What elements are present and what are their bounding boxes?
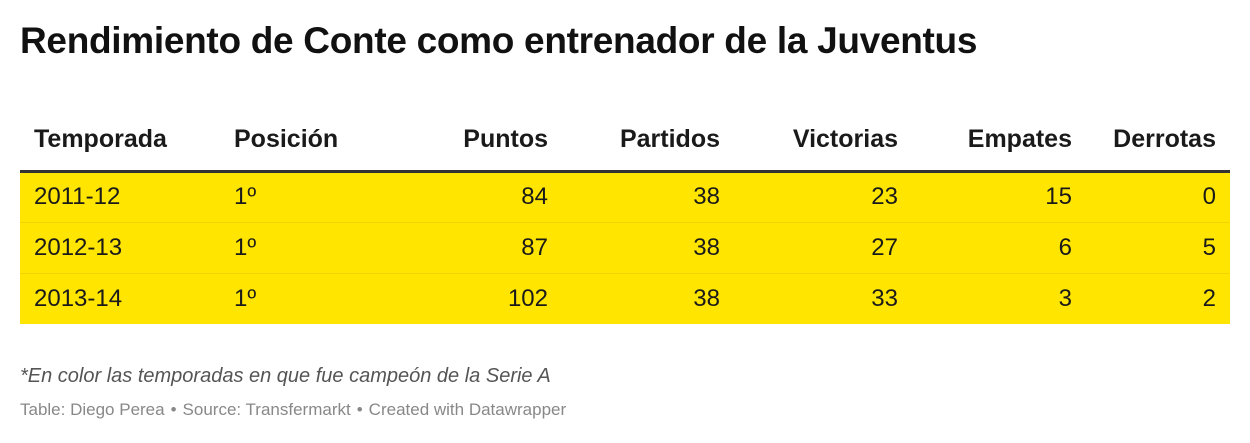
- header-puntos: Puntos: [392, 110, 562, 173]
- header-derrotas: Derrotas: [1086, 110, 1230, 173]
- chart-note: *En color las temporadas en que fue camp…: [20, 365, 551, 387]
- cell-derrotas: 5: [1086, 222, 1230, 274]
- table-row: 2012-13 1º 87 38 27 6 5: [20, 222, 1230, 274]
- cell-puntos: 87: [392, 222, 562, 274]
- cell-temporada: 2012-13: [20, 222, 220, 274]
- cell-temporada: 2011-12: [20, 171, 220, 223]
- cell-derrotas: 0: [1086, 171, 1230, 223]
- cell-victorias: 23: [734, 171, 912, 223]
- separator-dot: •: [356, 400, 363, 419]
- header-partidos: Partidos: [562, 110, 734, 173]
- cell-empates: 3: [912, 273, 1086, 324]
- chart-footer: Table: Diego Perea • Source: Transfermarkt…: [20, 400, 566, 420]
- cell-posicion: 1º: [220, 222, 392, 274]
- table-row: 2013-14 1º 102 38 33 3 2: [20, 273, 1230, 324]
- cell-puntos: 102: [392, 273, 562, 324]
- cell-derrotas: 2: [1086, 273, 1230, 324]
- data-table: Temporada Posición Puntos Partidos Victo…: [20, 110, 1230, 324]
- cell-temporada: 2013-14: [20, 273, 220, 324]
- separator-dot: •: [170, 400, 177, 419]
- source-credit: Source: Transfermarkt: [182, 400, 351, 419]
- cell-empates: 15: [912, 171, 1086, 223]
- cell-empates: 6: [912, 222, 1086, 274]
- cell-partidos: 38: [562, 273, 734, 324]
- header-empates: Empates: [912, 110, 1086, 173]
- cell-victorias: 27: [734, 222, 912, 274]
- header-posicion: Posición: [220, 110, 392, 173]
- created-with: Created with Datawrapper: [368, 400, 567, 419]
- cell-puntos: 84: [392, 171, 562, 223]
- header-temporada: Temporada: [20, 110, 220, 173]
- cell-partidos: 38: [562, 222, 734, 274]
- table-credit: Table: Diego Perea: [20, 400, 165, 419]
- cell-posicion: 1º: [220, 273, 392, 324]
- table-row: 2011-12 1º 84 38 23 15 0: [20, 171, 1230, 223]
- header-row: Temporada Posición Puntos Partidos Victo…: [20, 110, 1230, 173]
- cell-partidos: 38: [562, 171, 734, 223]
- chart-title: Rendimiento de Conte como entrenador de …: [20, 20, 978, 61]
- header-victorias: Victorias: [734, 110, 912, 173]
- cell-posicion: 1º: [220, 171, 392, 223]
- cell-victorias: 33: [734, 273, 912, 324]
